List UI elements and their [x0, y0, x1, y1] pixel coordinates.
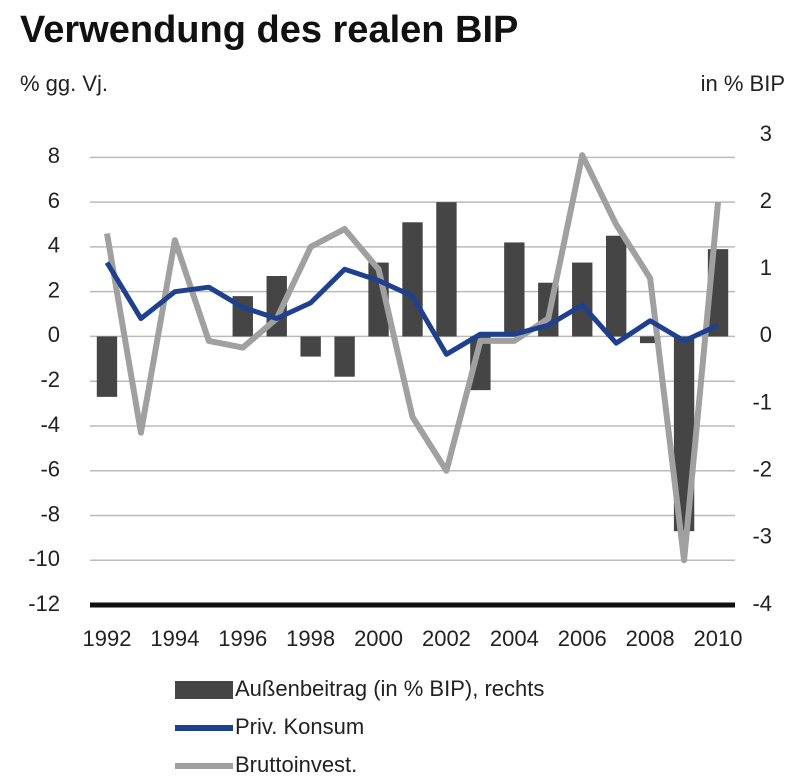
y-axis-label: % gg. Vj. [20, 71, 108, 96]
legend-label: Außenbeitrag (in % BIP), rechts [235, 676, 544, 701]
y-tick-label: 4 [48, 233, 60, 258]
y2-tick-label: -4 [752, 591, 772, 616]
bar [639, 336, 661, 344]
bar [402, 222, 423, 337]
x-tick-label: 2004 [490, 626, 539, 651]
y2-tick-label: -3 [752, 524, 772, 549]
y2-tick-label: 3 [760, 121, 772, 146]
bar [334, 336, 355, 377]
bar [572, 262, 593, 337]
y2-tick-label: 1 [760, 255, 772, 280]
legend-label: Bruttoinvest. [235, 752, 357, 777]
y2-tick-label: 2 [760, 188, 772, 213]
y2-tick-label: -1 [752, 389, 772, 414]
x-tick-label: 1994 [150, 626, 199, 651]
y-tick-label: -8 [40, 501, 60, 526]
legend-label: Priv. Konsum [235, 714, 364, 739]
x-tick-label: 2006 [558, 626, 607, 651]
y-tick-label: -12 [28, 591, 60, 616]
x-tick-label: 1998 [286, 626, 335, 651]
y2-tick-label: 0 [760, 322, 772, 347]
line [104, 152, 722, 564]
x-tick-label: 2000 [354, 626, 403, 651]
bar [436, 202, 457, 337]
bar [504, 242, 525, 337]
legend-swatch [175, 681, 233, 699]
x-tick-label: 1992 [82, 626, 131, 651]
bar [606, 235, 627, 337]
y-tick-label: -4 [40, 412, 60, 437]
y-tick-label: 8 [48, 143, 60, 168]
y-tick-label: 0 [48, 322, 60, 347]
y-tick-label: -2 [40, 367, 60, 392]
x-tick-label: 1996 [218, 626, 267, 651]
x-tick-label: 2002 [422, 626, 471, 651]
x-tick-label: 2008 [626, 626, 675, 651]
y-tick-label: -6 [40, 457, 60, 482]
bar [96, 336, 118, 397]
x-tick-label: 2010 [694, 626, 743, 651]
bar [300, 336, 321, 357]
y-tick-label: 2 [48, 277, 60, 302]
y-tick-label: -10 [28, 546, 60, 571]
line [104, 261, 720, 357]
y2-tick-label: -2 [752, 457, 772, 482]
chart-title: Verwendung des realen BIP [20, 9, 518, 51]
y-tick-label: 6 [48, 188, 60, 213]
y2-axis-label: in % BIP [701, 71, 785, 96]
